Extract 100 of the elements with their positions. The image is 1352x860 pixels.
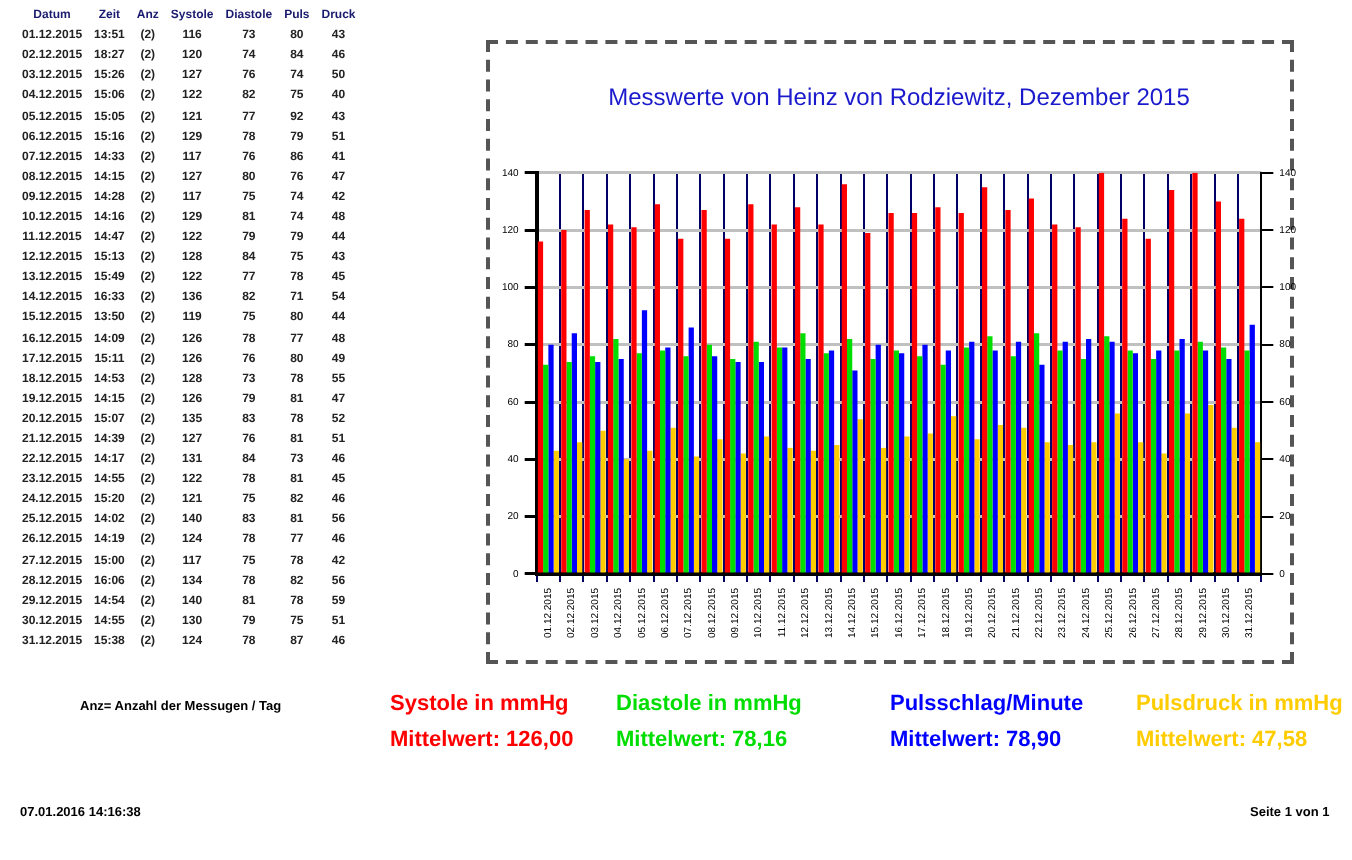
bar (940, 364, 946, 573)
bar (927, 433, 933, 573)
text: Systole in mmHg (390, 692, 571, 716)
bar (810, 450, 817, 573)
bar (917, 356, 923, 573)
bar (865, 232, 871, 573)
bar (1052, 224, 1058, 573)
bar (683, 356, 689, 573)
bar (730, 359, 736, 573)
bar (899, 353, 905, 573)
bar (753, 341, 759, 573)
bar (911, 212, 918, 573)
text: Mittelwert: 47,58 (1136, 728, 1310, 752)
bar (566, 361, 572, 573)
bar (870, 359, 876, 573)
bar (665, 347, 671, 573)
bar (1091, 442, 1097, 573)
bar (846, 338, 853, 573)
bar (641, 310, 648, 573)
bar (997, 424, 1004, 573)
bar (787, 447, 793, 573)
bar (561, 230, 567, 573)
bar (1231, 427, 1237, 573)
bar (543, 364, 549, 573)
bar (553, 450, 559, 573)
bar (724, 238, 731, 573)
bar (712, 356, 718, 573)
bar (818, 224, 824, 573)
bar (670, 427, 676, 573)
bar (1033, 333, 1040, 573)
bar (776, 347, 783, 573)
bar (758, 361, 765, 573)
bar (748, 204, 754, 573)
bar (1184, 413, 1191, 573)
bar (571, 333, 578, 573)
bar (1132, 353, 1139, 573)
bar (1114, 413, 1120, 573)
bar (958, 212, 964, 573)
bar (805, 359, 811, 573)
bar (834, 445, 840, 573)
bar (1208, 404, 1214, 573)
bar (922, 344, 928, 573)
bar (1109, 341, 1115, 573)
text: Mittelwert: 78,16 (616, 728, 790, 752)
bar (951, 416, 957, 573)
bar (1215, 201, 1221, 573)
bar (717, 439, 723, 573)
bar (607, 224, 614, 573)
bar (1080, 359, 1086, 573)
bar (735, 361, 741, 573)
bar (1150, 359, 1157, 573)
bar (1086, 338, 1092, 573)
bar (1015, 341, 1022, 573)
bar (1028, 198, 1034, 573)
bar (589, 356, 596, 573)
bar (659, 350, 666, 573)
bar (654, 204, 660, 573)
bar (548, 344, 554, 573)
bar (1122, 218, 1128, 573)
bar (647, 450, 653, 573)
bar (1254, 442, 1261, 573)
bar (841, 184, 847, 573)
bar (800, 333, 806, 573)
bar (963, 347, 970, 573)
bar (740, 453, 746, 573)
bar (537, 241, 544, 573)
bar (1062, 341, 1068, 573)
bar (1226, 359, 1232, 573)
bar (893, 350, 899, 573)
bar (1104, 336, 1110, 573)
bar (880, 447, 887, 573)
bar (623, 459, 630, 573)
text: Mittelwert: 126,00 (390, 728, 574, 752)
bar (678, 238, 684, 573)
bar (945, 350, 952, 573)
bar (577, 442, 583, 573)
bar (794, 207, 801, 573)
bar (1161, 453, 1167, 573)
bar (904, 436, 910, 573)
bar (1145, 238, 1151, 573)
bar (1156, 350, 1162, 573)
bar (981, 187, 988, 573)
bar (636, 353, 642, 573)
bar (1239, 218, 1245, 573)
bar (693, 456, 700, 573)
bar (600, 430, 606, 573)
bar (1168, 189, 1175, 573)
bar (935, 207, 941, 573)
bar (771, 224, 777, 573)
bar (631, 227, 637, 573)
bar (974, 439, 980, 573)
bar (584, 210, 590, 573)
bar (1220, 347, 1227, 573)
bar (852, 370, 858, 573)
bar (1010, 356, 1016, 573)
bar (987, 336, 993, 573)
text: Diastole in mmHg (616, 692, 802, 716)
bar (1067, 445, 1074, 573)
bar (1075, 227, 1081, 573)
bar (1021, 427, 1027, 573)
